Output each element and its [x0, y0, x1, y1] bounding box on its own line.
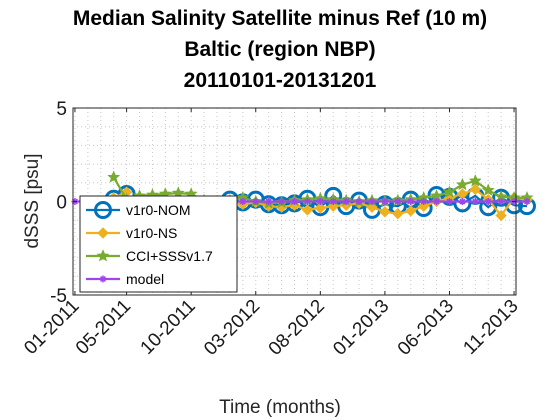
data-point — [368, 198, 376, 205]
data-point — [379, 206, 391, 218]
data-point — [314, 202, 327, 214]
data-point — [495, 209, 507, 222]
x-axis-label: Time (months) — [219, 397, 341, 418]
data-point — [469, 183, 482, 196]
data-point — [458, 198, 466, 205]
data-point — [355, 198, 363, 205]
chart-title-line-2: Baltic (region NBP) — [184, 38, 375, 61]
data-point — [278, 198, 286, 205]
data-point — [481, 183, 495, 196]
data-point — [497, 198, 505, 205]
data-point — [342, 198, 350, 205]
chart-title-line-3: 20110101-20131201 — [184, 69, 377, 92]
data-point — [303, 198, 311, 205]
data-point — [316, 198, 324, 205]
x-tick-label: 10-2011 — [137, 296, 200, 359]
data-point — [265, 198, 273, 205]
data-point — [394, 198, 402, 205]
data-point — [455, 177, 469, 191]
x-tick-label: 03-2012 — [200, 296, 264, 360]
data-point — [468, 174, 482, 187]
legend-marker — [97, 227, 109, 239]
data-point — [329, 198, 337, 205]
x-tick-label: 06-2013 — [394, 296, 458, 360]
data-point — [407, 198, 415, 205]
data-point — [445, 198, 453, 205]
y-tick-label: 5 — [56, 99, 67, 120]
data-point — [405, 205, 417, 217]
data-point — [252, 198, 260, 205]
legend-label: v1r0-NOM — [126, 202, 191, 218]
data-point — [523, 198, 531, 205]
y-tick-label: -5 — [50, 286, 67, 307]
legend-label: model — [126, 271, 164, 287]
legend-marker — [99, 275, 107, 283]
data-point — [107, 170, 121, 183]
legend-box — [79, 195, 238, 293]
data-point — [471, 198, 479, 205]
chart-title-line-1: Median Salinity Satellite minus Ref (10 … — [73, 7, 487, 30]
y-axis-label: dSSS [psu] — [22, 153, 43, 248]
x-tick-label: 05-2011 — [72, 296, 135, 359]
data-point — [291, 198, 298, 205]
data-point — [392, 207, 404, 220]
data-point — [484, 198, 492, 205]
x-tick-label: 11-2013 — [459, 296, 522, 359]
data-point — [443, 185, 456, 198]
data-point — [301, 204, 314, 216]
legend-marker — [96, 249, 110, 262]
data-point — [420, 198, 428, 205]
data-point — [433, 198, 441, 205]
legend-label: v1r0-NS — [126, 225, 177, 241]
x-tick-label: 08-2012 — [265, 296, 329, 360]
legend: v1r0-NOM v1r0-NS CCI+SSSv1.7 model — [79, 195, 238, 293]
x-tick-label: 01-2013 — [329, 296, 393, 360]
data-point — [239, 198, 247, 205]
legend-marker — [94, 201, 112, 219]
data-point — [381, 198, 389, 205]
legend-label: CCI+SSSv1.7 — [126, 248, 213, 264]
y-tick-label: 0 — [56, 193, 67, 214]
